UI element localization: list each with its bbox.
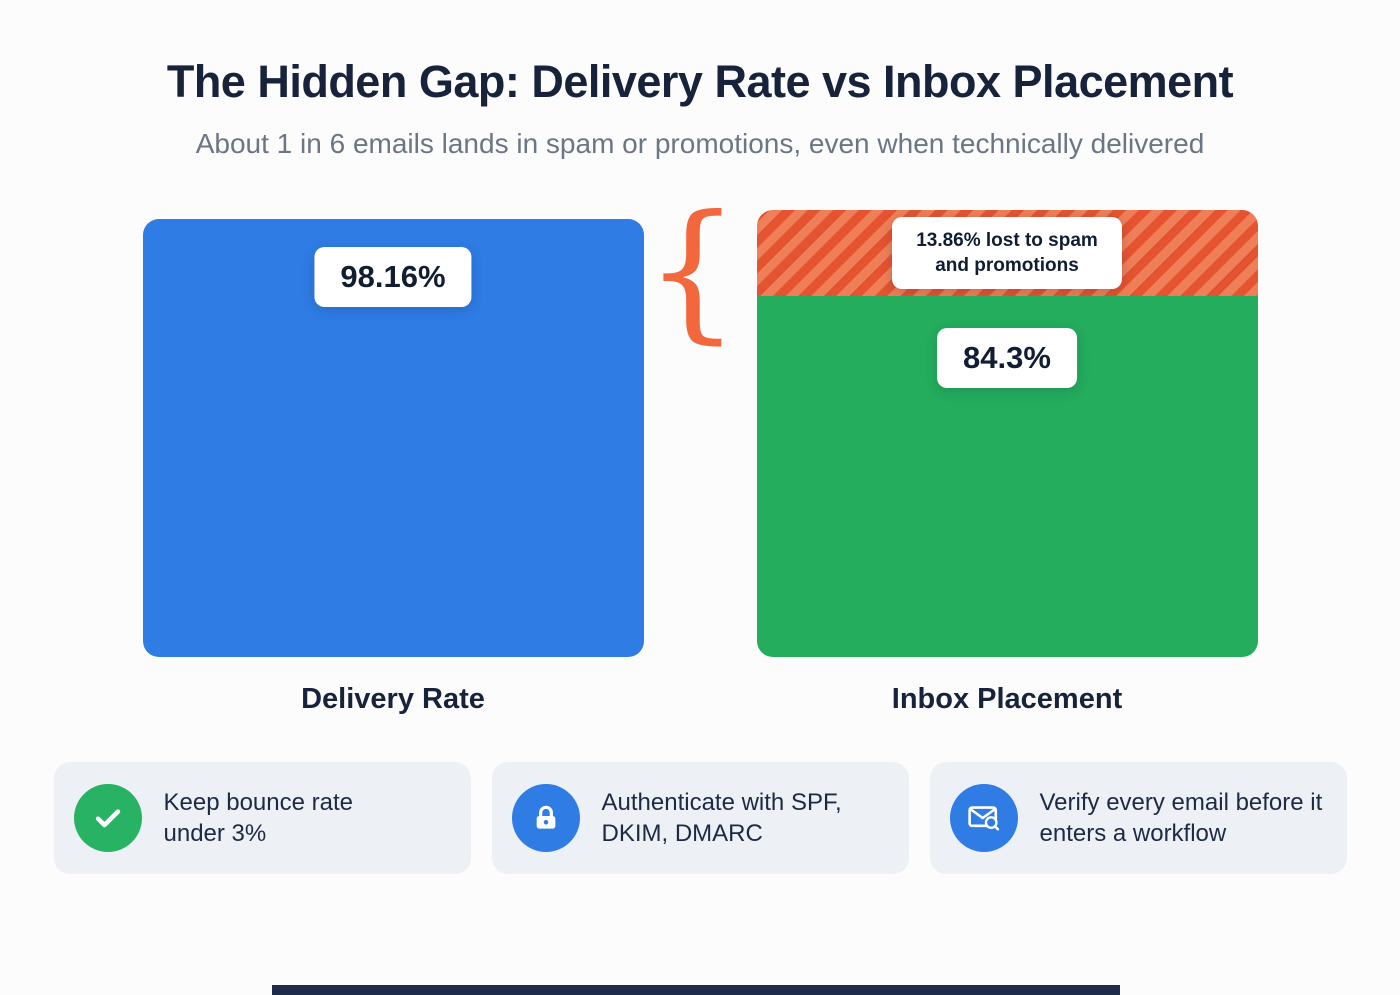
tip-text-authentication: Authenticate with SPF, DKIM, DMARC bbox=[601, 788, 842, 847]
delivery-rate-column: 98.16% Delivery Rate bbox=[142, 219, 644, 716]
email-search-icon bbox=[949, 784, 1018, 852]
inbox-placement-segment: 84.3% bbox=[756, 296, 1258, 657]
tip-text-bounce-rate: Keep bounce rate under 3% bbox=[163, 788, 353, 847]
inbox-placement-column: 13.86% lost to spam and promotions 84.3%… bbox=[756, 210, 1258, 716]
gap-indicator: { bbox=[644, 196, 757, 716]
delivery-rate-value-badge: 98.16% bbox=[314, 247, 472, 307]
bottom-accent-bar bbox=[272, 985, 1120, 995]
tip-card-bounce-rate: Keep bounce rate under 3% bbox=[53, 762, 471, 874]
comparison-chart: 98.16% Delivery Rate { 13.86% lost to sp… bbox=[0, 196, 1400, 716]
delivery-rate-label: Delivery Rate bbox=[301, 683, 485, 715]
tip-text-verification: Verify every email before it enters a wo… bbox=[1039, 788, 1323, 847]
tip-card-verification: Verify every email before it enters a wo… bbox=[929, 762, 1347, 874]
delivery-rate-bar: 98.16% bbox=[142, 219, 644, 657]
lost-to-spam-badge: 13.86% lost to spam and promotions bbox=[892, 216, 1122, 290]
tips-row: Keep bounce rate under 3% Authenticate w… bbox=[0, 762, 1400, 874]
lock-icon bbox=[511, 784, 580, 852]
curly-brace-icon: { bbox=[644, 184, 741, 358]
page-title: The Hidden Gap: Delivery Rate vs Inbox P… bbox=[166, 56, 1234, 107]
page-subtitle: About 1 in 6 emails lands in spam or pro… bbox=[195, 128, 1205, 159]
tip-card-authentication: Authenticate with SPF, DKIM, DMARC bbox=[491, 762, 909, 874]
inbox-placement-value-badge: 84.3% bbox=[937, 328, 1077, 388]
lost-to-spam-segment: 13.86% lost to spam and promotions bbox=[756, 210, 1258, 296]
inbox-placement-bar: 13.86% lost to spam and promotions 84.3% bbox=[756, 210, 1258, 657]
inbox-placement-label: Inbox Placement bbox=[891, 683, 1123, 715]
check-icon bbox=[73, 784, 142, 852]
